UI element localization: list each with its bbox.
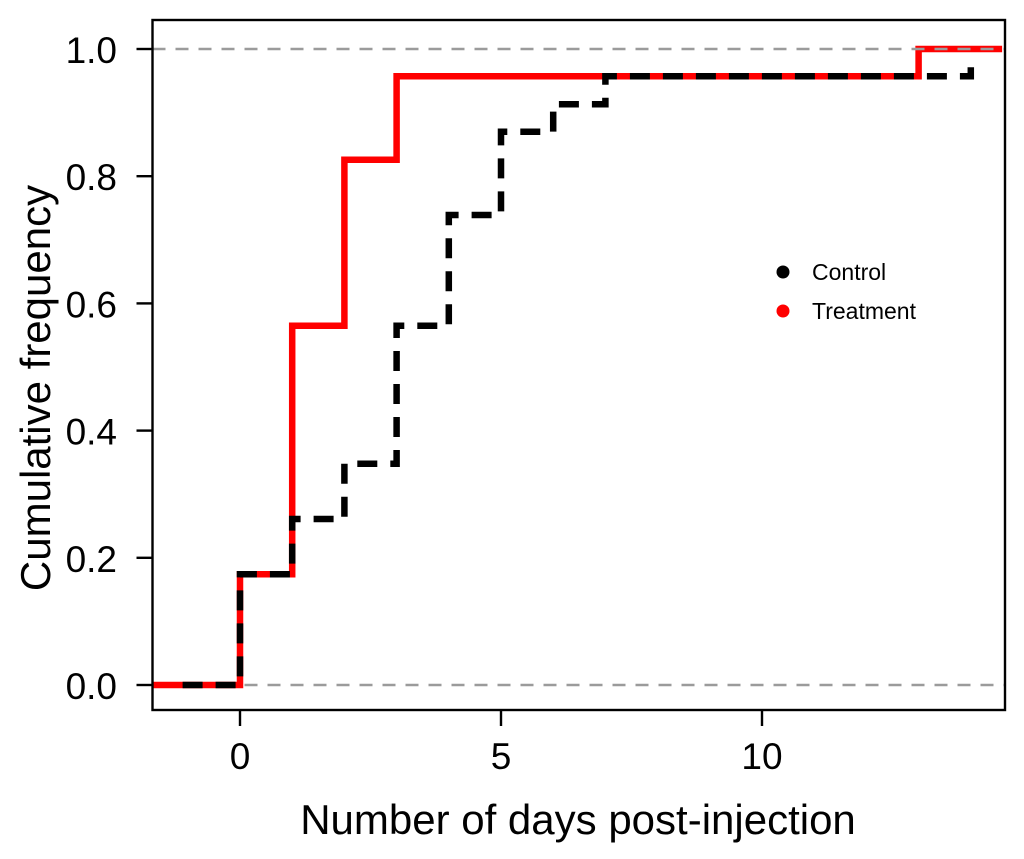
series-control-line [182, 63, 975, 689]
legend-label-control: Control [812, 259, 886, 285]
y-tick-label: 0.4 [66, 412, 117, 453]
y-tick-label: 0.6 [66, 284, 117, 325]
legend-label-treatment: Treatment [812, 298, 917, 324]
y-tick-label: 0.2 [66, 539, 117, 580]
legend-dot-treatment [776, 304, 790, 318]
x-tick-label: 0 [230, 736, 251, 777]
y-tick-label: 0.8 [66, 157, 117, 198]
x-tick-label: 10 [741, 736, 782, 777]
legend-dot-control [776, 265, 790, 279]
x-axis-title: Number of days post-injection [300, 796, 856, 843]
plot-border [151, 18, 1007, 712]
x-tick-label: 5 [491, 736, 512, 777]
y-tick-label: 0.0 [66, 666, 117, 707]
y-tick-label: 1.0 [66, 30, 117, 71]
y-axis-title: Cumulative frequency [12, 185, 59, 591]
series-treatment-line [152, 45, 1003, 689]
